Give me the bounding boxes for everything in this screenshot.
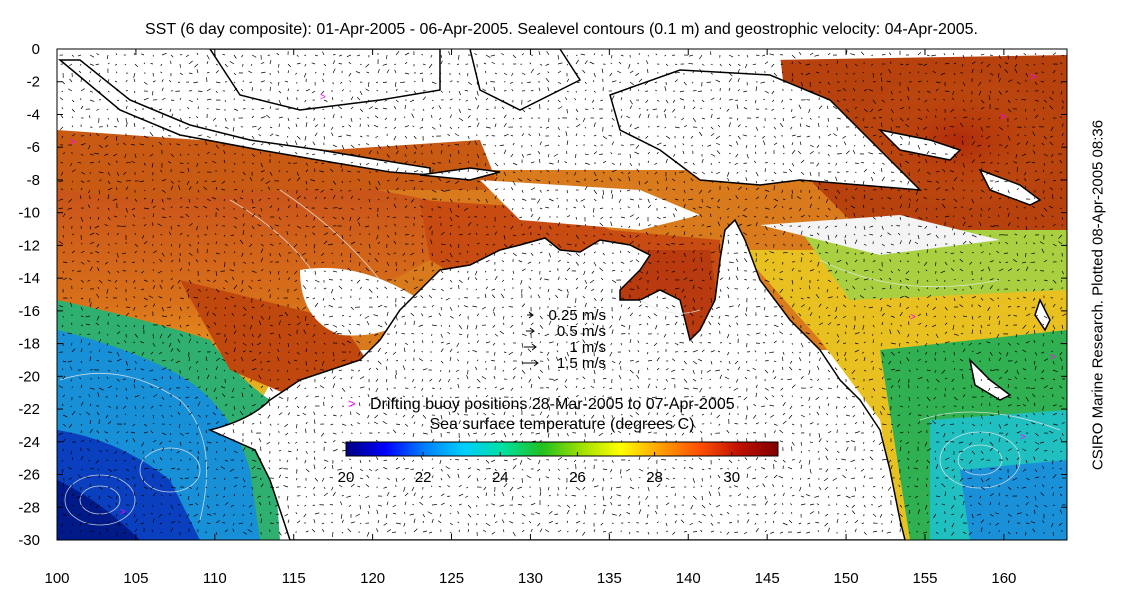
land-borneo — [209, 49, 441, 111]
contour — [819, 259, 1001, 288]
x-tick-label: 105 — [123, 570, 148, 587]
buoy-marker: > — [910, 312, 916, 323]
land-new-caledonia — [968, 357, 1012, 401]
y-tick-label: -18 — [18, 336, 40, 353]
land-sulawesi — [469, 49, 582, 111]
contour — [64, 474, 136, 526]
y-tick-label: -2 — [27, 74, 40, 91]
colorbar-ticks: 20 22 24 26 28 30 — [338, 452, 740, 486]
y-tick-label: 0 — [32, 41, 40, 58]
colorbar-tick-label: 22 — [415, 469, 432, 486]
buoy-markers: > > > > > > > > — [70, 72, 1056, 518]
x-tick-label: 130 — [518, 570, 543, 587]
velocity-legend-arrowhead — [531, 343, 537, 351]
buoy-legend-label: Drifting buoy positions 28-Mar-2005 to 0… — [370, 396, 735, 413]
x-tick-label: 155 — [912, 570, 937, 587]
sst-field — [57, 49, 1067, 540]
velocity-legend-arrowhead — [528, 311, 534, 319]
y-tick-label: -30 — [18, 532, 40, 549]
x-tick-label: 110 — [203, 570, 227, 587]
velocity-legend-label: 0.5 m/s — [557, 323, 606, 340]
contour — [919, 411, 1061, 431]
colorbar — [345, 441, 779, 457]
land-new-guinea — [609, 69, 922, 191]
velocity-legend-arrowhead — [533, 359, 539, 367]
x-tick-label: 125 — [439, 570, 464, 587]
velocity-legend-label: 0.25 m/s — [548, 307, 606, 324]
colorbar-tick-label: 24 — [492, 469, 509, 486]
contour — [139, 447, 201, 493]
y-tick-label: -26 — [18, 467, 40, 484]
contour — [639, 299, 701, 314]
buoy-marker: > — [1000, 112, 1006, 123]
colorbar-title: Sea surface temperature (degrees C) — [429, 416, 694, 433]
colorbar-tick-label: 20 — [338, 469, 355, 486]
x-tick-label: 150 — [834, 570, 859, 587]
land-solomon — [978, 168, 1042, 206]
y-tick-label: -12 — [18, 237, 40, 254]
x-tick-label: 135 — [597, 570, 622, 587]
x-tick-label: 100 — [44, 570, 69, 587]
y-tick-label: -10 — [18, 205, 40, 222]
velocity-legend-arrowhead — [529, 327, 535, 335]
colorbar-tick-label: 30 — [723, 469, 740, 486]
map-title: SST (6 day composite): 01-Apr-2005 - 06-… — [144, 21, 978, 38]
y-tick-label: -14 — [18, 270, 40, 287]
velocity-legend: 0.25 m/s0.5 m/s1 m/s1.5 m/s — [522, 307, 606, 372]
y-axis: 0 -2 -4 -6 -8 -10 -12 -14 -16 -18 -20 -22 -24 -26 -28 -… — [18, 41, 1067, 549]
colorbar-tick-label: 28 — [646, 469, 663, 486]
buoy-marker: > — [320, 92, 326, 103]
velocity-legend-label: 1 m/s — [569, 339, 606, 356]
x-tick-label: 120 — [360, 570, 385, 587]
land-java — [57, 59, 431, 176]
y-tick-label: -24 — [18, 434, 40, 451]
buoy-marker: > — [1030, 72, 1036, 83]
buoy-legend: > Drifting buoy positions 28-Mar-2005 to… — [348, 396, 735, 413]
land-timor — [419, 167, 501, 181]
buoy-marker: > — [1050, 352, 1056, 363]
x-tick-label: 160 — [991, 570, 1016, 587]
colorbar-tick-label: 26 — [569, 469, 586, 486]
y-tick-label: -22 — [18, 401, 40, 418]
y-tick-label: -8 — [27, 172, 40, 189]
x-tick-label: 115 — [282, 570, 306, 587]
y-tick-label: -28 — [18, 499, 40, 516]
buoy-legend-symbol: > — [348, 396, 356, 411]
y-tick-label: -6 — [27, 139, 40, 156]
y-tick-label: -20 — [18, 368, 40, 385]
velocity-legend-label: 1.5 m/s — [557, 355, 606, 372]
x-axis: 100 105 110 115 120 125 130 135 140 145 150 155 160 — [44, 49, 1016, 587]
land-masses — [57, 49, 1051, 540]
x-tick-label: 140 — [676, 570, 701, 587]
buoy-marker: > — [120, 507, 126, 518]
y-tick-label: -16 — [18, 303, 40, 320]
x-tick-label: 145 — [755, 570, 780, 587]
contour — [79, 485, 121, 515]
y-tick-label: -4 — [27, 106, 40, 123]
buoy-marker: > — [1020, 432, 1026, 443]
velocity-vectors — [58, 50, 1067, 537]
buoy-marker: > — [70, 137, 76, 148]
contour — [59, 372, 208, 521]
land-vanuatu — [1034, 298, 1051, 332]
contour — [279, 189, 381, 281]
plot-frame — [56, 48, 1068, 541]
